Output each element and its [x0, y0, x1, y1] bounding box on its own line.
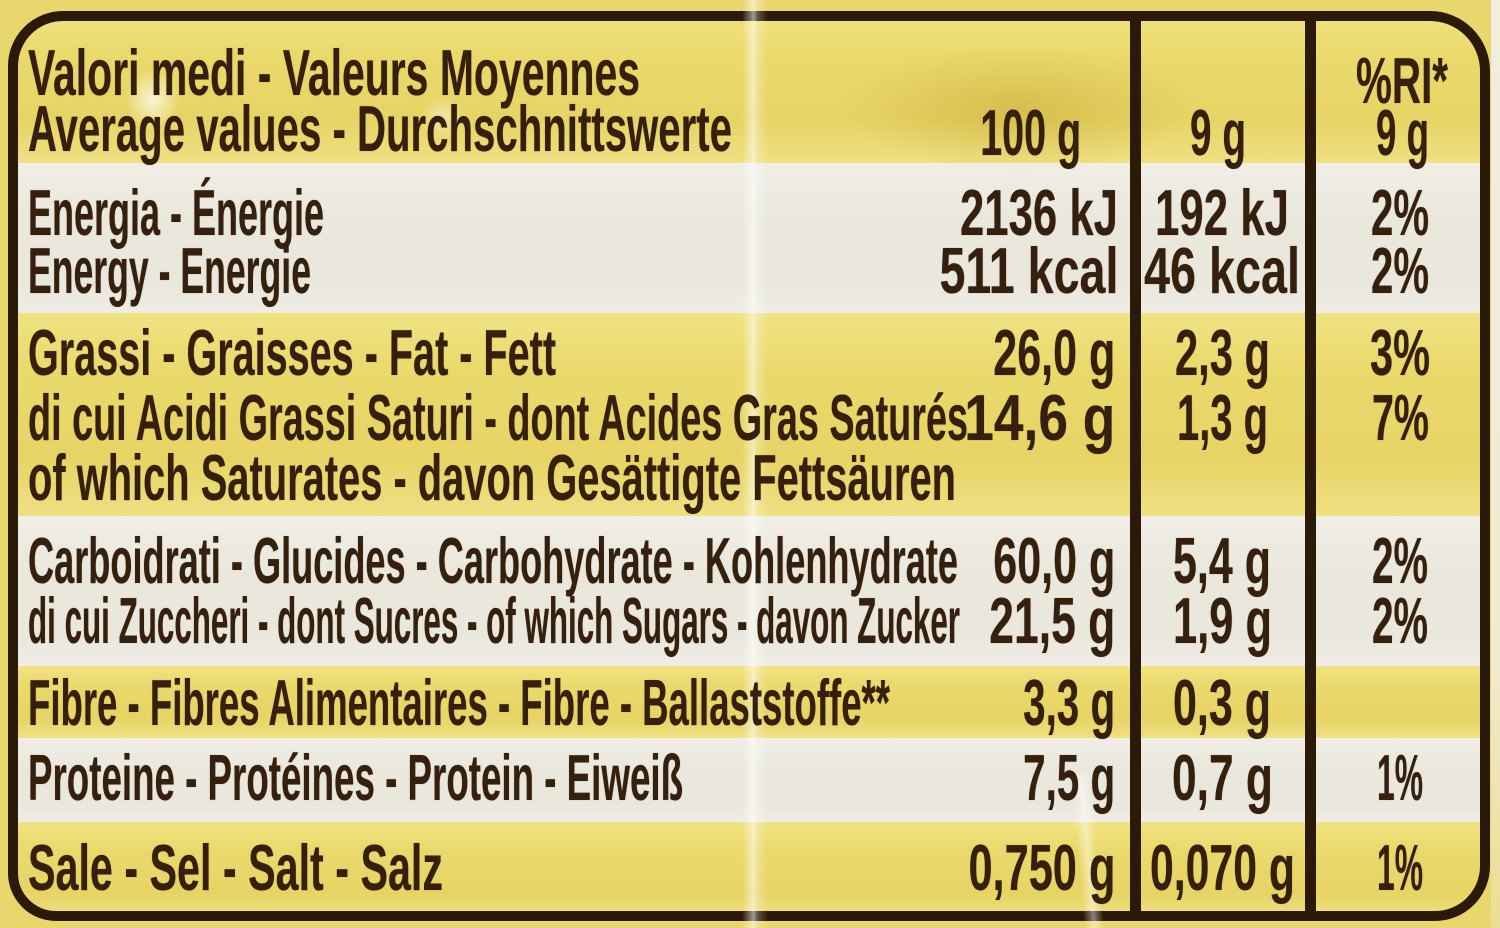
- row-value-portion: 46 kcal: [1144, 234, 1300, 307]
- package-edge: [1491, 0, 1500, 928]
- row-value-portion: 1,3 g: [1177, 381, 1268, 454]
- row-value-per100: 0,750 g: [968, 831, 1115, 904]
- row-value-per100: 511 kcal: [939, 234, 1118, 307]
- header-title-line1: Valori medi - Valeurs Moyennes: [28, 36, 640, 109]
- row-value-per100: 3,3 g: [1023, 666, 1115, 739]
- row-value-per100: 2136 kJ: [960, 176, 1118, 249]
- row-value-per100: 21,5 g: [989, 584, 1115, 657]
- row-value-ri: 2%: [1372, 584, 1428, 657]
- row-label-saturates-2: of which Saturates - davon Gesättigte Fe…: [28, 441, 956, 514]
- row-label-fat: Grassi - Graisses - Fat - Fett: [28, 316, 556, 389]
- col-header-portion: 9 g: [1190, 96, 1246, 169]
- row-label-carbohydrate: Carboidrati - Glucides - Carbohydrate - …: [28, 524, 958, 597]
- header-title-line2: Average values - Durchschnittswerte: [28, 92, 732, 165]
- row-value-portion: 192 kJ: [1155, 176, 1289, 249]
- row-value-per100: 7,5 g: [1023, 741, 1115, 814]
- col-header-100g: 100 g: [980, 96, 1081, 169]
- row-value-portion: 2,3 g: [1175, 316, 1270, 389]
- row-value-portion: 0,3 g: [1173, 666, 1271, 739]
- row-label-sugars: di cui Zuccheri - dont Sucres - of which…: [28, 584, 960, 657]
- row-value-per100: 14,6 g: [964, 381, 1115, 454]
- row-label-salt: Sale - Sel - Salt - Salz: [28, 831, 443, 904]
- row-value-ri: 7%: [1372, 381, 1429, 454]
- column-divider-1: [1130, 11, 1141, 921]
- row-value-ri: 1%: [1377, 741, 1423, 814]
- row-label-saturates-1: di cui Acidi Grassi Saturi - dont Acides…: [28, 381, 968, 454]
- row-label-fibre: Fibre - Fibres Alimentaires - Fibre - Ba…: [28, 666, 890, 739]
- col-header-ri-portion: 9 g: [1376, 96, 1429, 169]
- row-value-portion: 5,4 g: [1173, 524, 1271, 597]
- row-value-ri: 2%: [1372, 524, 1428, 597]
- row-value-per100: 60,0 g: [993, 524, 1115, 597]
- row-value-per100: 26,0 g: [993, 316, 1115, 389]
- row-label-protein: Proteine - Protéines - Protein - Eiweiß: [28, 741, 683, 814]
- column-divider-2: [1305, 11, 1316, 921]
- row-label-energy: Energy - Energie: [28, 234, 311, 307]
- row-value-ri: 3%: [1370, 316, 1430, 389]
- row-value-ri: 2%: [1371, 176, 1429, 249]
- row-value-portion: 1,9 g: [1173, 584, 1272, 657]
- row-value-portion: 0,070 g: [1150, 831, 1295, 904]
- col-header-ri: %RI*: [1356, 44, 1448, 117]
- row-value-ri: 1%: [1377, 831, 1423, 904]
- row-label-energia: Energia - Énergie: [28, 176, 324, 249]
- row-value-portion: 0,7 g: [1172, 741, 1273, 814]
- row-value-ri: 2%: [1371, 234, 1429, 307]
